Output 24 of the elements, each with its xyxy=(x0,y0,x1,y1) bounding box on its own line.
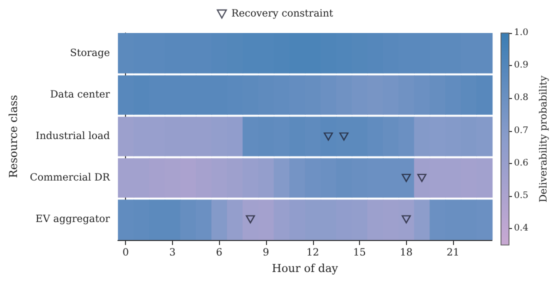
y-tick-label: Data center xyxy=(50,90,110,101)
legend-label: Recovery constraint xyxy=(231,8,334,20)
y-tick-label: EV aggregator xyxy=(36,214,110,225)
x-tick-label: 0 xyxy=(122,248,129,258)
color-bar-label: 1.0 xyxy=(514,28,529,38)
color-bar-label: 0.7 xyxy=(514,126,529,136)
y-tick-label: Industrial load xyxy=(36,131,111,142)
y-axis-title: Resource class xyxy=(7,94,20,178)
color-bar-label: 0.8 xyxy=(514,93,529,104)
x-axis-title: Hour of day xyxy=(272,262,339,275)
y-tick-label: Storage xyxy=(70,48,110,60)
color-bar-title: Deliverability probability xyxy=(538,75,550,202)
x-tick-label: 18 xyxy=(400,248,413,258)
color-bar-label: 0.5 xyxy=(514,191,529,202)
x-tick-label: 6 xyxy=(216,248,222,258)
x-tick-label: 15 xyxy=(353,248,366,258)
color-bar-label: 0.9 xyxy=(514,60,529,71)
color-bar-label: 0.4 xyxy=(514,224,529,234)
color-bar-label: 0.6 xyxy=(514,158,529,168)
x-tick-label: 3 xyxy=(169,248,176,258)
x-tick-label: 21 xyxy=(446,248,460,258)
x-tick-label: 9 xyxy=(262,248,270,258)
y-tick-label: Commercial DR xyxy=(30,172,110,184)
x-tick-label: 12 xyxy=(306,248,320,258)
